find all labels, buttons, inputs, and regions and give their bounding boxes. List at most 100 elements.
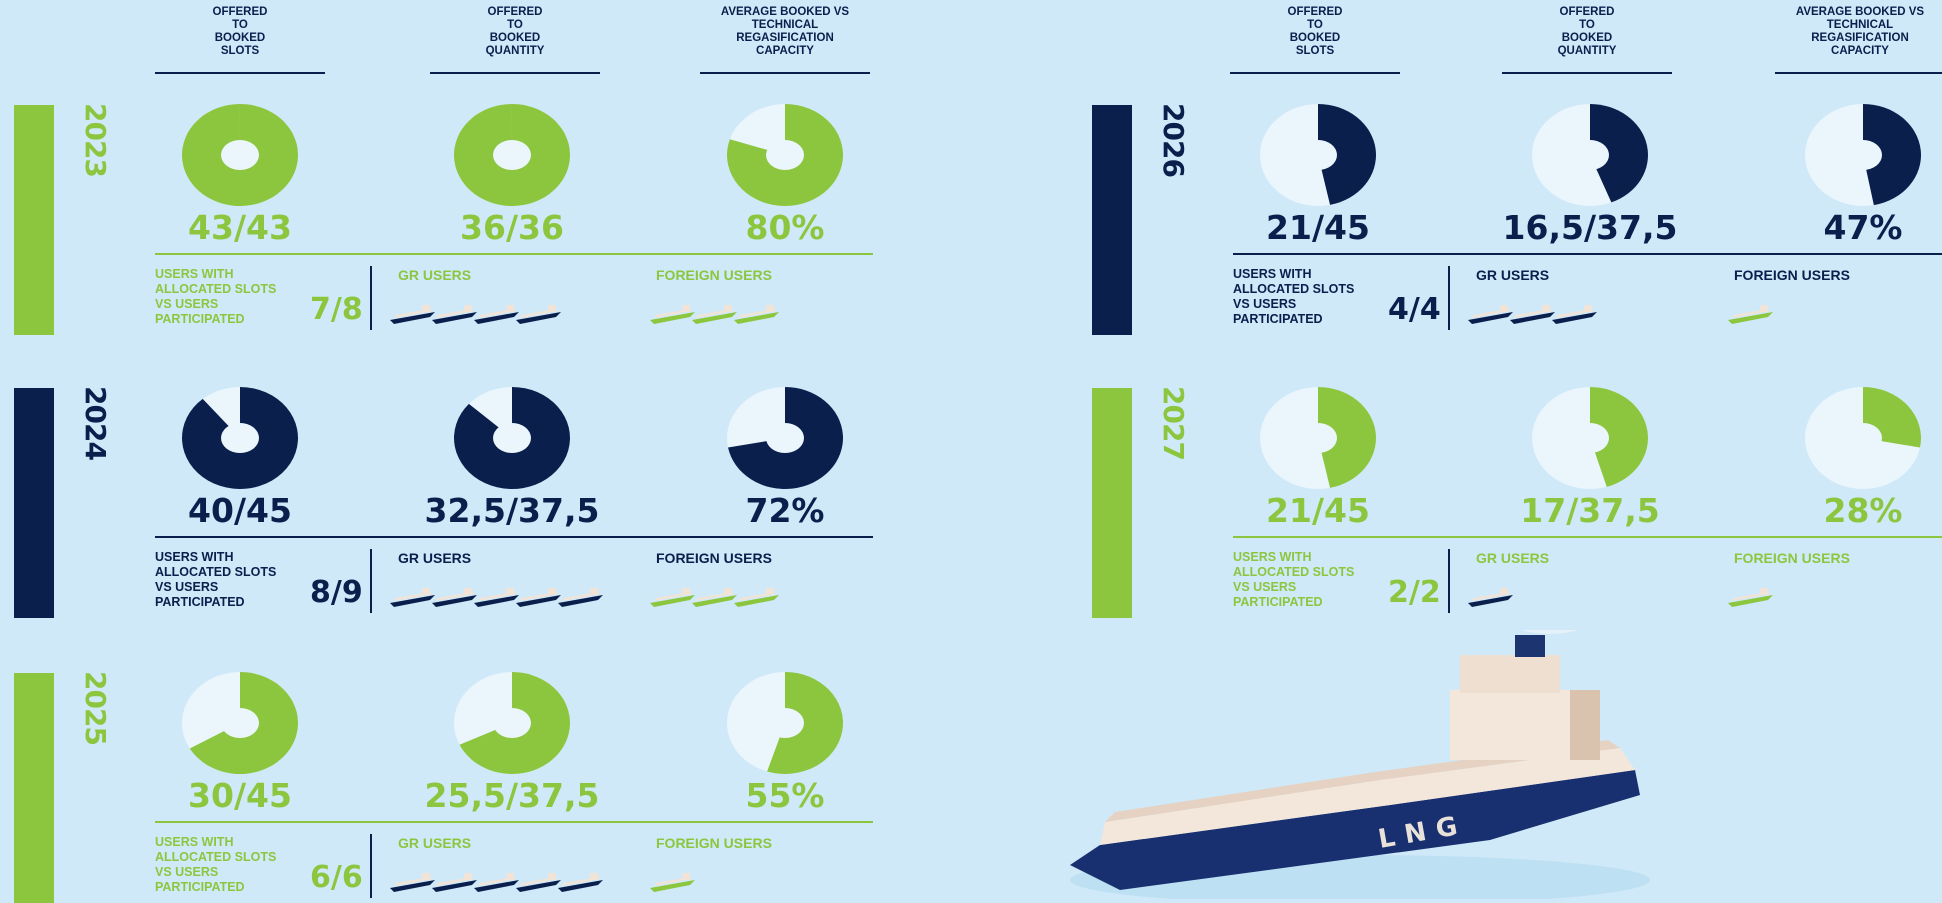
gr-users-title: GR USERS	[398, 835, 472, 851]
tanker-ship-icon	[1468, 305, 1513, 324]
donut-booked-slice	[1590, 104, 1648, 203]
tanker-ship-icon	[474, 873, 519, 892]
year-bar	[14, 388, 54, 618]
column-header: OFFERED TO BOOKED SLOTS	[212, 6, 268, 57]
lng-ship-illustration: LNG	[1070, 630, 1650, 899]
donut-hole	[493, 423, 531, 453]
foreign-users-title: FOREIGN USERS	[656, 835, 772, 851]
users-participation-label: USERS WITH ALLOCATED SLOTS VS USERS PART…	[1233, 550, 1355, 609]
tanker-ship-icon	[734, 305, 779, 324]
users-count: 2/2	[1388, 575, 1441, 610]
foreign-users-ships	[648, 586, 779, 616]
metric-value: 55%	[745, 776, 825, 815]
metric-value: 32,5/37,5	[424, 491, 600, 530]
year-label: 2025	[79, 671, 112, 745]
users-count: 4/4	[1388, 292, 1441, 327]
donut-hole	[766, 140, 804, 170]
tanker-ship-icon	[1728, 588, 1773, 607]
column-header: AVERAGE BOOKED VS TECHNICAL REGASIFICATI…	[1795, 6, 1925, 57]
foreign-users-ships	[1726, 303, 1773, 333]
donut-chart	[1532, 104, 1648, 206]
foreign-users-title: FOREIGN USERS	[656, 267, 772, 283]
gr-users-title: GR USERS	[1476, 267, 1550, 283]
donut-chart	[454, 672, 570, 774]
column-header-underline	[155, 72, 325, 74]
metric-value: 80%	[745, 208, 825, 247]
tanker-ship-icon	[692, 305, 737, 324]
donut-hole	[493, 708, 531, 738]
tanker-ship-icon	[558, 873, 603, 892]
donut-chart	[454, 387, 570, 489]
users-count: 8/9	[310, 575, 363, 610]
year-bar	[14, 105, 54, 335]
tanker-ship-icon	[558, 588, 603, 607]
year-bar	[14, 673, 54, 903]
donut-hole	[766, 708, 804, 738]
donut-chart	[182, 672, 298, 774]
tanker-ship-icon	[650, 588, 695, 607]
column-header: AVERAGE BOOKED VS TECHNICAL REGASIFICATI…	[720, 6, 850, 57]
foreign-users-title: FOREIGN USERS	[656, 550, 772, 566]
section-divider	[155, 536, 873, 538]
metric-value: 21/45	[1266, 208, 1370, 247]
tanker-ship-icon	[1552, 305, 1597, 324]
metric-value: 28%	[1823, 491, 1903, 530]
metric-value: 25,5/37,5	[424, 776, 600, 815]
column-header: OFFERED TO BOOKED QUANTITY	[1557, 6, 1617, 57]
tanker-ship-icon	[390, 305, 435, 324]
gr-users-ships	[1466, 586, 1513, 616]
donut-hole	[493, 140, 531, 170]
tanker-ship-icon	[1468, 588, 1513, 607]
metric-value: 43/43	[188, 208, 292, 247]
metric-value: 30/45	[188, 776, 292, 815]
donut-chart	[1260, 387, 1376, 489]
donut-chart	[454, 104, 571, 206]
column-header-underline	[430, 72, 600, 74]
tanker-ship-icon	[516, 588, 561, 607]
donut-hole	[1299, 423, 1337, 453]
donut-hole	[1844, 140, 1882, 170]
users-participation-label: USERS WITH ALLOCATED SLOTS VS USERS PART…	[155, 267, 277, 326]
column-header-underline	[700, 72, 870, 74]
tanker-ship-icon	[734, 588, 779, 607]
gr-users-ships	[388, 871, 603, 901]
donut-hole	[1299, 140, 1337, 170]
donut-chart	[1805, 104, 1921, 206]
donut-booked-slice	[1318, 387, 1376, 488]
metric-value: 17/37,5	[1520, 491, 1660, 530]
tanker-ship-icon	[1510, 305, 1555, 324]
metric-value: 36/36	[460, 208, 564, 247]
metric-value: 47%	[1823, 208, 1903, 247]
tanker-ship-icon	[474, 588, 519, 607]
donut-hole	[766, 423, 804, 453]
users-count: 6/6	[310, 860, 363, 895]
donut-booked-slice	[1863, 104, 1921, 206]
year-label: 2023	[79, 103, 112, 177]
donut-booked-slice	[1318, 104, 1376, 205]
donut-hole	[221, 708, 259, 738]
metric-value: 72%	[745, 491, 825, 530]
donut-hole	[1571, 140, 1609, 170]
metric-value: 16,5/37,5	[1502, 208, 1678, 247]
column-header-underline	[1775, 72, 1942, 74]
users-divider	[1448, 266, 1450, 330]
tanker-ship-icon	[692, 588, 737, 607]
gr-users-title: GR USERS	[398, 267, 472, 283]
users-divider	[370, 549, 372, 613]
donut-hole	[1844, 423, 1882, 453]
donut-chart	[1260, 104, 1376, 206]
tanker-ship-icon	[432, 305, 477, 324]
tanker-ship-icon	[650, 873, 695, 892]
donut-chart	[727, 672, 843, 774]
tanker-ship-icon	[650, 305, 695, 324]
gr-users-ships	[1466, 303, 1597, 333]
users-divider	[370, 266, 372, 330]
foreign-users-title: FOREIGN USERS	[1734, 267, 1850, 283]
donut-chart	[1532, 387, 1648, 489]
section-divider	[1233, 536, 1942, 538]
column-header: OFFERED TO BOOKED SLOTS	[1287, 6, 1343, 57]
users-divider	[1448, 549, 1450, 613]
tanker-ship-icon	[1728, 305, 1773, 324]
donut-chart	[182, 104, 299, 206]
donut-booked-slice	[1590, 387, 1648, 487]
